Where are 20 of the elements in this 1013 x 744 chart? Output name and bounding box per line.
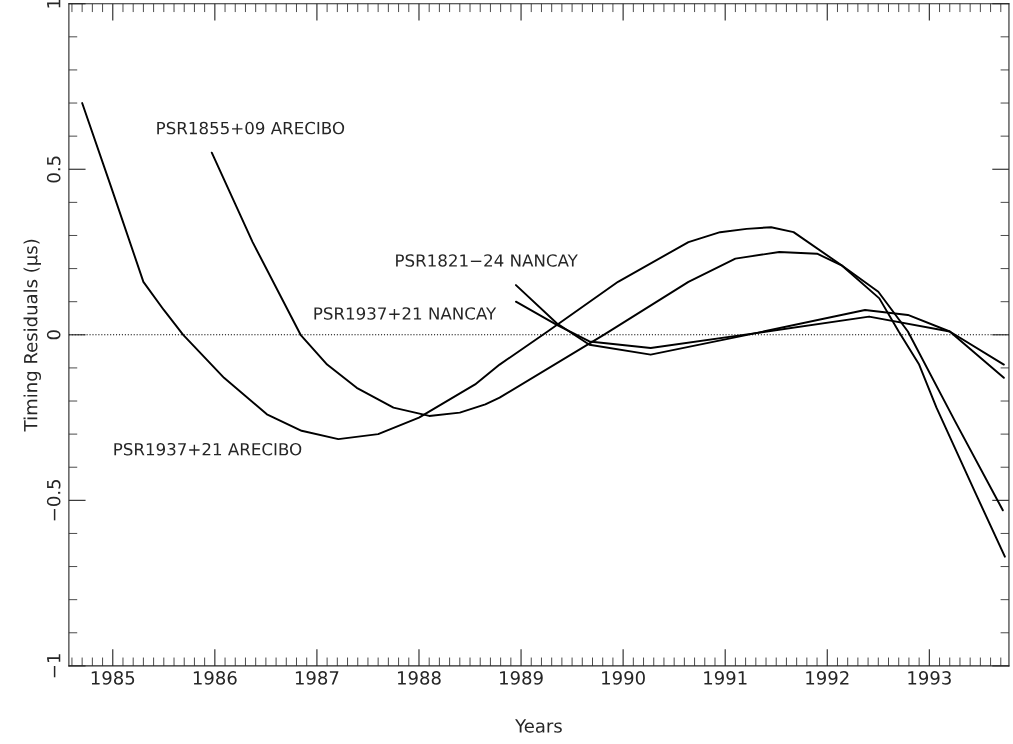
y-tick-label: 0.5 bbox=[46, 156, 61, 183]
series-label: PSR1937+21 ARECIBO bbox=[114, 442, 302, 456]
x-tick-label: 1986 bbox=[193, 671, 237, 685]
y-axis-title: Timing Residuals (μs) bbox=[23, 239, 41, 432]
x-tick-label: 1990 bbox=[602, 671, 645, 685]
y-tick-label: 1 bbox=[47, 0, 61, 8]
text: PSR1821−24 NANCAY bbox=[396, 254, 578, 267]
x-tick-label: 1988 bbox=[397, 671, 441, 685]
x-tick-label: 1991 bbox=[704, 671, 747, 685]
x-tick-label: 1989 bbox=[500, 671, 543, 685]
y-tick-label: −1 bbox=[47, 654, 61, 678]
x-tick-label: 1993 bbox=[908, 671, 951, 685]
x-tick-label: 1992 bbox=[806, 671, 849, 685]
y-tick-label: −0.5 bbox=[46, 480, 61, 521]
text: PSR1855+09 ARECIBO bbox=[157, 121, 345, 135]
x-axis-title: Years bbox=[515, 719, 562, 733]
x-tick-label: 1987 bbox=[295, 671, 339, 685]
x-tick-label: 1985 bbox=[91, 671, 135, 685]
series-label: PSR1937+21 NANCAY bbox=[314, 307, 497, 320]
y-tick-label: 0 bbox=[46, 330, 61, 340]
